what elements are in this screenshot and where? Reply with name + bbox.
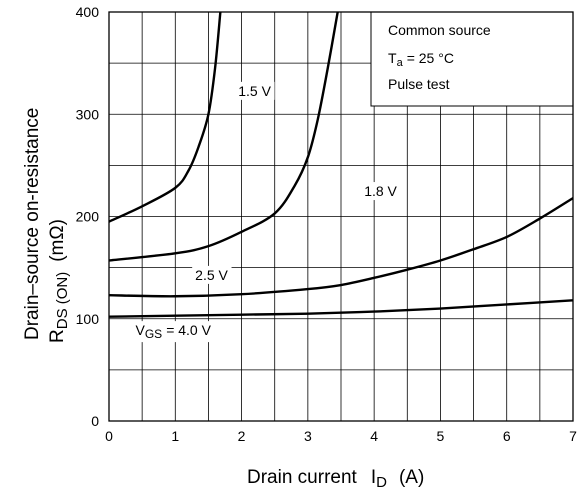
y-axis-title-line-2: RDS (ON)(mΩ) [47,219,71,343]
x-tick-label: 1 [171,428,179,444]
curve-label-background [192,265,232,284]
x-tick-label: 3 [304,428,312,444]
y-tick-label: 400 [76,4,100,20]
x-tick-label: 0 [105,428,113,444]
conditions-line-2: Ta = 25 °C [388,50,454,69]
curve-label-background [235,81,275,100]
curve-series-3 [109,196,573,298]
curve-label-4: VGS = 4.0 V [136,322,212,341]
curve-label-1: 1.5 V [238,83,271,99]
x-axis-title: Drain current ID (A) [247,467,424,491]
curve-label-3: 2.5 V [195,267,228,283]
curve-series-2 [109,12,339,262]
x-tick-label: 2 [238,428,246,444]
conditions-box: Common source Ta = 25 °C Pulse test [370,11,574,107]
curve-label-2: 1.8 V [364,183,397,199]
x-tick-label: 4 [370,428,378,444]
y-tick-label: 100 [76,311,100,327]
conditions-line-1: Common source [388,22,491,38]
plot-frame [108,11,574,422]
x-tick-label: 6 [503,428,511,444]
curve-series-4 [109,299,573,318]
curve-label-background [361,182,401,201]
conditions-line-3: Pulse test [388,76,450,92]
curve-label-background [132,321,215,343]
y-tick-label: 300 [76,106,100,122]
curve-series-1 [109,12,222,223]
y-axis-title-line-1: Drain–source on-resistance [22,108,43,340]
y-tick-label: 200 [76,209,100,225]
x-tick-label: 7 [569,428,577,444]
x-tick-label: 5 [437,428,445,444]
y-tick-label: 0 [91,413,99,429]
